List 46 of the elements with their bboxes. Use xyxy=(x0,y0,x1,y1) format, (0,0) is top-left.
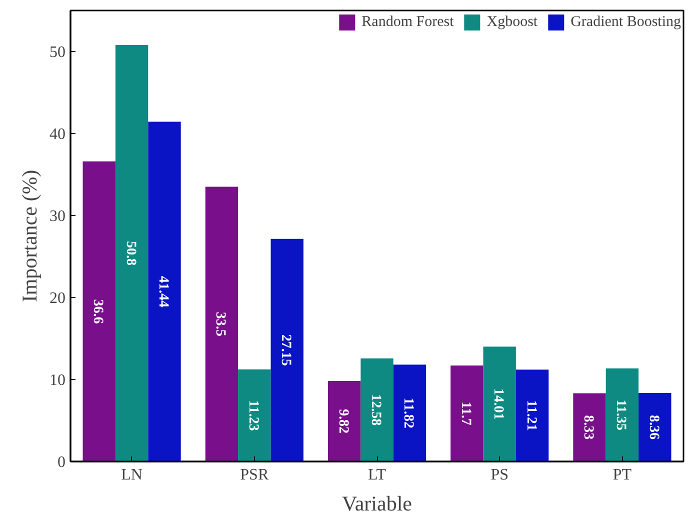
bar xyxy=(638,392,672,462)
data-label: 9.82 xyxy=(335,408,350,434)
y-tick-label: 20 xyxy=(50,290,66,307)
y-axis-title: Importance (%) xyxy=(18,170,42,302)
bar xyxy=(328,380,361,462)
data-label: 14.01 xyxy=(490,388,506,420)
bar xyxy=(115,44,148,462)
data-label: 8.36 xyxy=(646,414,661,440)
data-label: 41.44 xyxy=(155,276,170,308)
data-label: 36.6 xyxy=(90,299,106,324)
legend-label: Gradient Boosting xyxy=(570,14,681,30)
legend-label: Xgboost xyxy=(486,14,538,30)
data-label: 11.7 xyxy=(458,402,473,426)
x-axis-title: Variable xyxy=(342,492,412,516)
y-tick-label: 10 xyxy=(50,372,66,389)
x-tick-label: LN xyxy=(121,466,143,484)
x-tick-label: LT xyxy=(368,466,386,484)
data-label: 33.5 xyxy=(212,312,228,336)
x-tick-label: PSR xyxy=(240,466,269,484)
bar xyxy=(450,366,484,462)
data-label: 50.8 xyxy=(122,240,138,266)
bar xyxy=(573,393,606,462)
y-tick-label: 30 xyxy=(50,208,66,225)
y-tick-label: 50 xyxy=(50,44,66,61)
bar xyxy=(516,370,549,462)
data-label: 8.33 xyxy=(580,415,596,440)
data-label: 11.23 xyxy=(245,400,260,431)
bar xyxy=(270,238,304,462)
bar xyxy=(205,186,238,462)
y-tick-label: 0 xyxy=(58,454,66,471)
data-label: 27.15 xyxy=(278,334,294,366)
data-label: 11.82 xyxy=(400,398,416,428)
x-tick-label: PS xyxy=(490,466,508,484)
data-label: 12.58 xyxy=(368,394,383,426)
data-label: 11.21 xyxy=(523,400,538,431)
bar xyxy=(393,364,426,462)
bar xyxy=(148,122,181,462)
bar xyxy=(238,369,271,462)
bar xyxy=(606,368,639,462)
y-tick-label: 40 xyxy=(50,126,66,143)
bar xyxy=(483,346,516,462)
bar xyxy=(360,358,394,462)
legend-label: Random Forest xyxy=(362,14,454,30)
data-label: 11.35 xyxy=(613,400,628,430)
x-tick-label: PT xyxy=(612,466,632,484)
bar xyxy=(82,161,116,462)
